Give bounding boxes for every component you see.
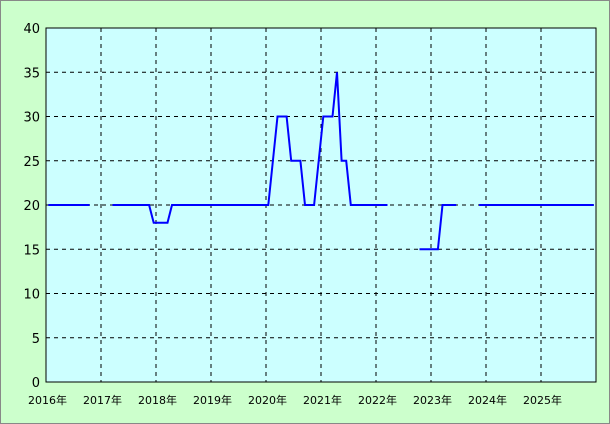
y-tick-label: 25 [23,155,40,170]
x-tick-label: 2020年 [248,393,287,407]
y-tick-label: 15 [23,243,40,258]
y-tick-label: 40 [23,22,40,37]
x-tick-label: 2023年 [413,393,452,407]
series-line-segment [419,204,457,251]
x-tick-label: 2022年 [358,393,397,407]
y-tick-label: 10 [23,288,40,303]
x-tick-label: 2025年 [523,393,562,407]
y-tick-label: 35 [23,66,40,81]
x-tick-label: 2018年 [138,393,177,407]
y-tick-label: 0 [32,376,40,391]
x-tick-label: 2024年 [468,393,507,407]
y-tick-label: 30 [23,111,40,126]
series-line-segment [112,72,388,224]
x-tick-label: 2019年 [193,393,232,407]
y-tick-label: 20 [23,199,40,214]
x-tick-label: 2017年 [83,393,122,407]
x-tick-label: 2021年 [303,393,342,407]
x-tick-label: 2016年 [28,393,67,407]
y-tick-label: 5 [32,332,40,347]
